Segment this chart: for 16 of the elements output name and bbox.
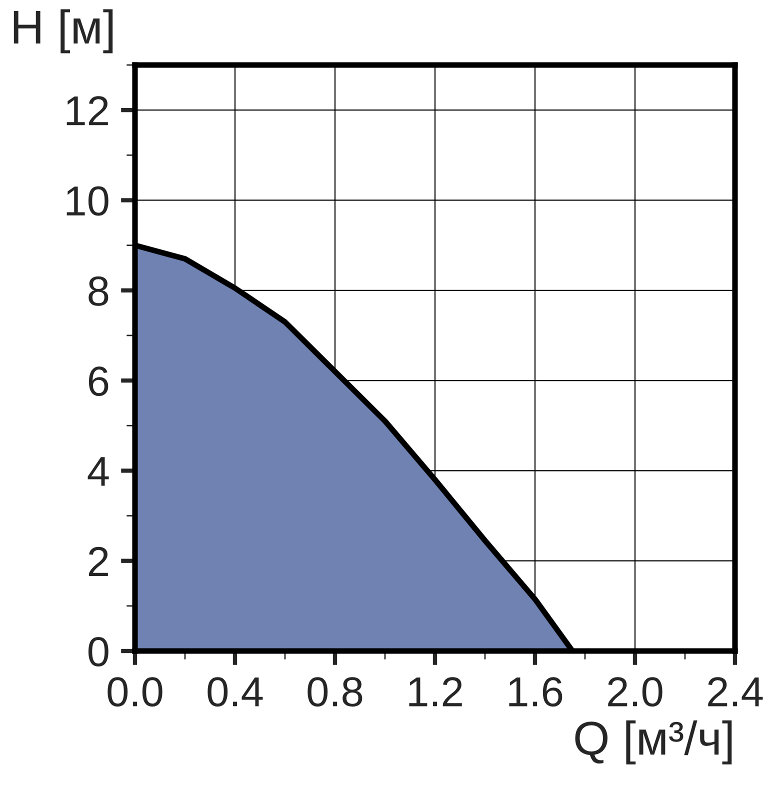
y-tick-label: 4 [88, 457, 109, 486]
y-axis-title: H [м] [14, 9, 113, 54]
y-tick-label: 10 [66, 186, 108, 216]
y-tick-label: 6 [88, 366, 108, 396]
x-tick-label: 0.4 [208, 677, 263, 707]
x-tick-label: 0.0 [108, 677, 162, 707]
y-tick-label: 12 [66, 96, 108, 126]
y-tick-label: 2 [88, 546, 108, 576]
x-axis-title: Q [м³/ч] [575, 720, 732, 764]
x-tick-label: 0.8 [308, 677, 362, 707]
y-tick-label: 8 [88, 276, 108, 306]
x-tick-label: 2.4 [708, 677, 763, 706]
x-tick-label: 2.0 [608, 677, 662, 707]
y-tick-label: 0 [88, 637, 108, 667]
x-tick-label: 1.2 [409, 677, 462, 706]
x-tick-label: 1.6 [509, 677, 562, 707]
